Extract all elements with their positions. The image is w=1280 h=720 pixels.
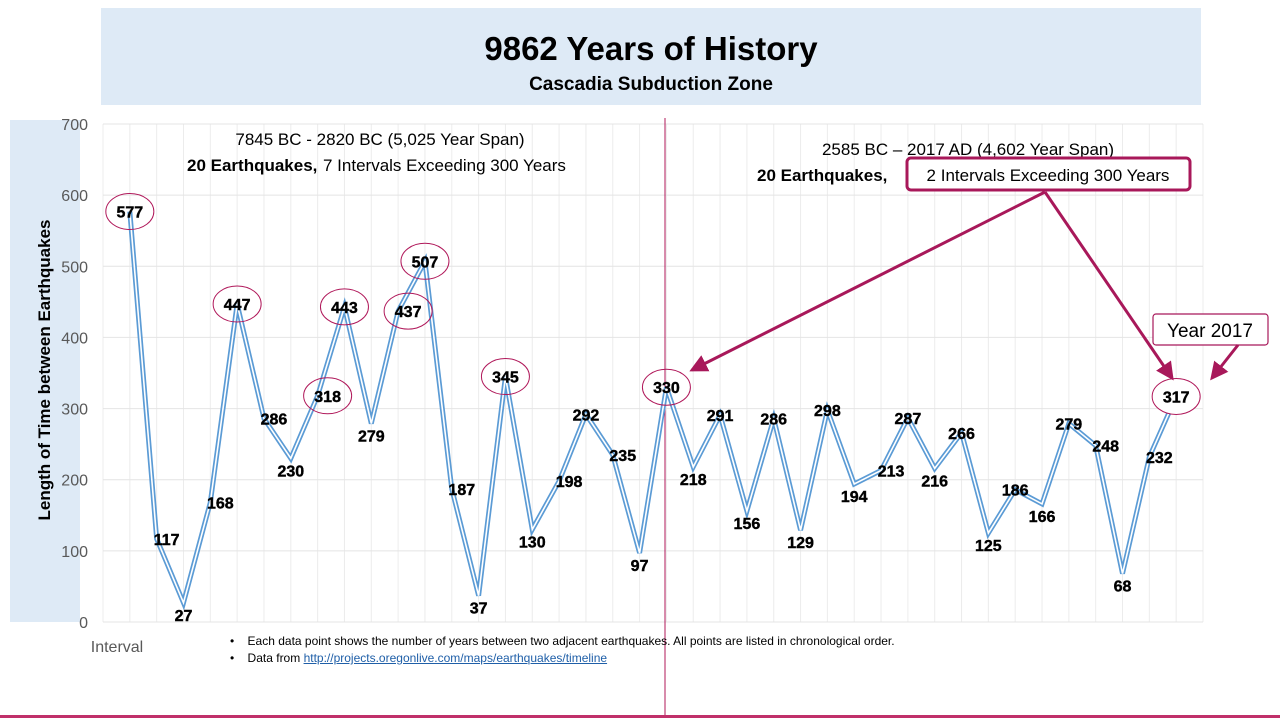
y-tick-label: 0 xyxy=(79,615,88,632)
data-label: 117 xyxy=(154,532,180,549)
data-label: 266 xyxy=(948,426,975,443)
y-tick-label: 300 xyxy=(61,402,88,419)
data-label: 292 xyxy=(573,407,600,424)
highlight-circle xyxy=(1151,377,1201,415)
left-span-text: 7845 BC - 2820 BC (5,025 Year Span) xyxy=(235,130,524,149)
arrow-year-2017 xyxy=(1210,344,1240,381)
footnotes: • Each data point shows the number of ye… xyxy=(230,633,895,667)
y-tick-label: 500 xyxy=(61,259,88,276)
data-label: 186 xyxy=(1002,483,1029,500)
data-label: 330 xyxy=(653,380,680,397)
data-label: 97 xyxy=(631,558,649,575)
year-label: Year 2017 xyxy=(1167,321,1253,342)
data-label: 213 xyxy=(878,463,905,480)
data-label: 318 xyxy=(314,389,341,406)
data-label: 507 xyxy=(412,254,439,271)
highlight-circle xyxy=(400,242,450,280)
highlight-circle xyxy=(319,288,369,326)
data-label: 443 xyxy=(331,300,358,317)
right-span-text: 2585 BC – 2017 AD (4,602 Year Span) xyxy=(822,140,1114,159)
highlight-circle xyxy=(383,292,433,330)
right-detail-text: 2 Intervals Exceeding 300 Years xyxy=(927,166,1170,185)
y-tick-label: 700 xyxy=(61,117,88,134)
arrow-to-330 xyxy=(689,190,1046,372)
data-label: 577 xyxy=(116,205,143,222)
data-label: 317 xyxy=(1163,389,1190,406)
right-count-text: 20 Earthquakes, xyxy=(757,166,887,185)
highlight-box xyxy=(905,156,1192,192)
data-label: 230 xyxy=(277,463,304,480)
data-line-inner xyxy=(129,211,1177,606)
data-label: 235 xyxy=(609,448,636,465)
highlight-circle xyxy=(641,368,691,406)
data-label: 130 xyxy=(519,535,546,552)
data-label: 198 xyxy=(556,474,583,491)
note-2-text: Data from xyxy=(247,651,304,665)
data-line-outer xyxy=(127,211,1179,611)
data-label: 286 xyxy=(261,412,288,429)
data-label: 156 xyxy=(734,516,761,533)
title-box: 9862 Years of History Cascadia Subductio… xyxy=(101,8,1201,105)
data-label: 248 xyxy=(1092,439,1119,456)
data-label: 37 xyxy=(470,601,488,618)
data-label: 194 xyxy=(841,489,868,506)
highlight-circle xyxy=(480,358,530,396)
arrow-to-317 xyxy=(1043,191,1174,381)
source-link[interactable]: http://projects.oregonlive.com/maps/eart… xyxy=(303,651,608,665)
year-label-box xyxy=(1152,313,1269,346)
note-1-text: Each data point shows the number of year… xyxy=(247,634,895,648)
highlight-circle xyxy=(303,377,353,415)
highlight-circle xyxy=(105,193,155,231)
data-label: 279 xyxy=(1056,417,1083,434)
data-label: 279 xyxy=(358,429,385,446)
x-axis-label: Interval xyxy=(91,639,143,656)
chart-title: 9862 Years of History xyxy=(484,30,818,67)
highlight-circle xyxy=(212,285,262,323)
data-label: 291 xyxy=(707,408,734,425)
left-count-text: 20 Earthquakes, xyxy=(187,156,317,175)
data-label: 27 xyxy=(175,608,193,625)
data-label: 216 xyxy=(921,473,948,490)
note-1: • Each data point shows the number of ye… xyxy=(230,634,895,648)
data-label: 218 xyxy=(680,472,707,489)
data-label: 287 xyxy=(895,411,922,428)
data-label: 125 xyxy=(975,538,1002,555)
data-label: 345 xyxy=(492,370,519,387)
data-label: 447 xyxy=(224,297,251,314)
data-label: 286 xyxy=(760,412,787,429)
data-label: 232 xyxy=(1146,450,1173,467)
data-label: 68 xyxy=(1114,579,1132,596)
y-tick-label: 600 xyxy=(61,188,88,205)
left-detail-text: 7 Intervals Exceeding 300 Years xyxy=(323,156,566,175)
data-label: 129 xyxy=(787,535,814,552)
data-label: 166 xyxy=(1029,509,1056,526)
y-axis-label-band: Length of Time between Earthquakes xyxy=(10,120,80,622)
bottom-border xyxy=(0,715,1280,718)
y-tick-label: 200 xyxy=(61,473,88,490)
data-label: 437 xyxy=(395,304,422,321)
note-2: • Data from http://projects.oregonlive.c… xyxy=(230,651,608,665)
y-tick-label: 100 xyxy=(61,544,88,561)
data-label: 298 xyxy=(814,403,841,420)
chart-subtitle: Cascadia Subduction Zone xyxy=(529,74,773,95)
y-tick-label: 400 xyxy=(61,330,88,347)
data-label: 187 xyxy=(448,482,475,499)
data-label: 168 xyxy=(207,495,234,512)
